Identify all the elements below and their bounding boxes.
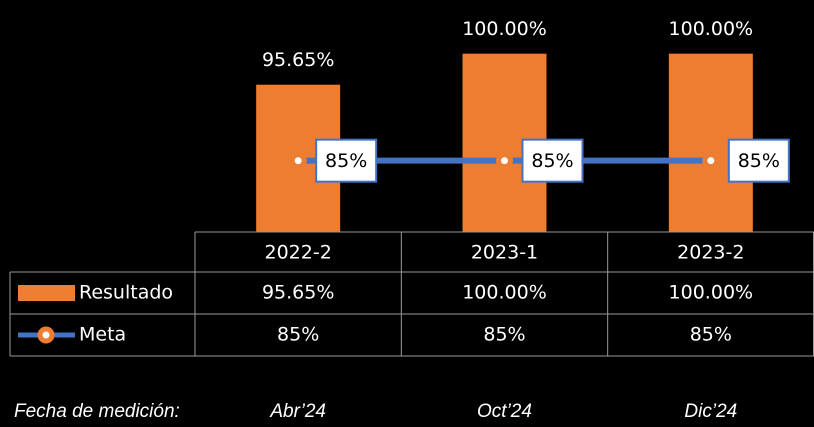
footer-label: Fecha de medición: — [14, 401, 180, 422]
table-value: 95.65% — [262, 282, 334, 304]
table-value: 100.00% — [669, 282, 754, 304]
table-value: 85% — [483, 324, 525, 346]
legend-swatch — [18, 285, 75, 301]
footer-date: Dic’24 — [684, 401, 737, 422]
label-box — [727, 138, 790, 183]
table-value: 85% — [277, 324, 319, 346]
table-value: 100.00% — [462, 282, 547, 304]
label-box — [315, 138, 378, 183]
legend-label: Resultado — [79, 282, 173, 304]
legend-marker — [37, 326, 55, 344]
bar-label: 100.00% — [462, 18, 547, 40]
marker — [496, 152, 513, 170]
line-label: 85% — [325, 150, 367, 172]
line-label: 85% — [531, 150, 573, 172]
legend-label: Meta — [79, 324, 126, 346]
footer-date: Abr’24 — [269, 401, 326, 422]
category-label: 2023-1 — [471, 242, 538, 264]
line-label: 85% — [738, 150, 780, 172]
footer-date: Oct’24 — [477, 401, 532, 422]
bar-label: 95.65% — [262, 49, 334, 71]
label-box — [521, 138, 584, 183]
marker — [702, 152, 720, 170]
marker — [289, 152, 307, 170]
table-value: 85% — [690, 324, 732, 346]
category-label: 2022-2 — [265, 242, 332, 264]
bar-label: 100.00% — [669, 18, 754, 40]
category-label: 2023-2 — [677, 242, 744, 264]
